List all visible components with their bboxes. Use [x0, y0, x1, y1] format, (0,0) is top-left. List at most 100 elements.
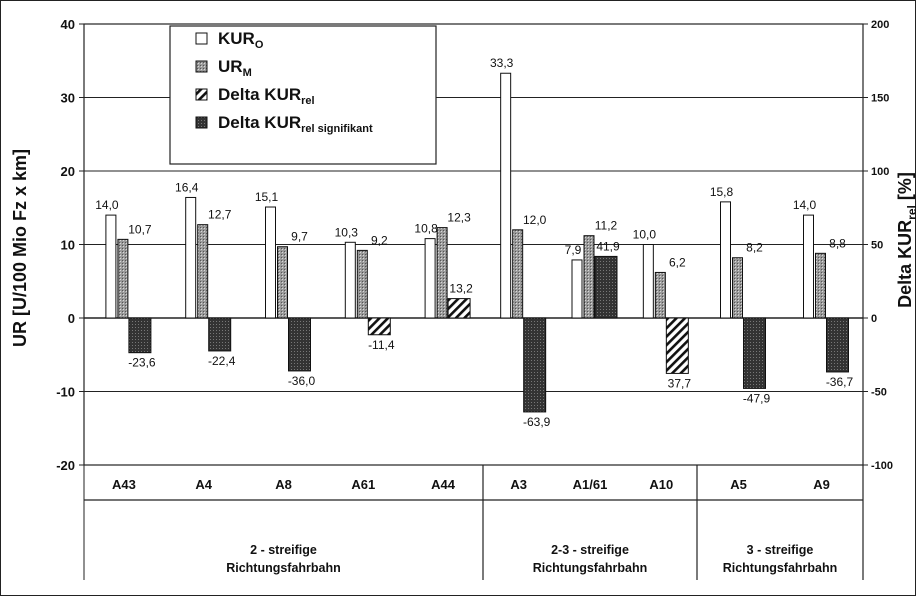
data-label: -23,6 — [128, 356, 156, 370]
data-label: 37,7 — [668, 376, 692, 390]
category-label: A10 — [649, 477, 673, 492]
bar-white — [500, 72, 512, 319]
data-label: 12,0 — [523, 213, 547, 227]
data-label: -11,4 — [368, 338, 395, 352]
legend-box — [169, 25, 437, 165]
y-right-tick-label: 150 — [871, 93, 889, 105]
data-label: 11,2 — [595, 219, 618, 233]
bar-white — [424, 238, 436, 319]
group-label-line1: 2 - streifige — [250, 543, 317, 557]
category-label: A61 — [351, 477, 375, 492]
bar-grey — [277, 246, 288, 319]
bar-grey — [117, 238, 129, 319]
data-label: 6,2 — [669, 255, 686, 269]
bar-grey — [815, 252, 826, 319]
legend-swatch-dark — [195, 116, 208, 129]
y-right-tick-label: 50 — [871, 240, 883, 252]
bar-white — [344, 241, 356, 319]
legend-swatch-hatched — [195, 88, 208, 101]
y-axis-right-title-sub: rel — [905, 205, 916, 220]
y-axis-right-title: Delta KURrel [%] — [895, 172, 916, 308]
y-tick-label: -10 — [56, 385, 75, 400]
category-label: A8 — [275, 477, 292, 492]
data-label: 9,7 — [291, 230, 308, 244]
group-label-line1: 2-3 - streifige — [551, 543, 629, 557]
data-label: 14,0 — [95, 198, 119, 212]
group-label-line2: Richtungsfahrbahn — [723, 561, 838, 575]
bar-grey — [583, 235, 595, 319]
category-label: A9 — [813, 477, 830, 492]
y-tick-label: 30 — [61, 91, 75, 106]
bar-dark — [743, 317, 766, 389]
data-label: 10,7 — [128, 222, 152, 236]
legend-label-main: KUR — [218, 29, 255, 48]
legend-label: KURO — [218, 29, 264, 51]
legend-label: Delta KURrel signifikant — [218, 113, 373, 135]
y-right-tick-label: -100 — [871, 460, 893, 472]
legend-label-sub: O — [255, 39, 264, 51]
data-label: -36,7 — [826, 375, 854, 389]
bars-layer — [105, 72, 849, 413]
y-axis-right-title-main: Delta KUR — [895, 220, 915, 308]
group-label-line1: 3 - streifige — [747, 543, 814, 557]
legend-label: URM — [218, 57, 252, 79]
bar-white — [185, 196, 197, 319]
y-axis-title: UR [U/100 Mio Fz x km] — [10, 149, 30, 347]
y-right-tick-label: 100 — [871, 166, 889, 178]
bar-dark — [523, 317, 547, 413]
axes-layer — [79, 23, 868, 580]
bar-dark — [128, 317, 152, 354]
y-axis-right-title-suffix: [%] — [895, 172, 915, 205]
bar-dark — [826, 317, 849, 373]
bar-grey — [436, 227, 448, 319]
data-label: 10,3 — [335, 225, 359, 239]
category-label: A5 — [730, 477, 747, 492]
data-label: 12,3 — [447, 211, 471, 225]
legend-label-main: UR — [218, 57, 243, 76]
bar-grey — [356, 249, 368, 319]
data-label: 16,4 — [175, 180, 199, 194]
data-label: 10,0 — [633, 228, 657, 242]
y-right-tick-label: 200 — [871, 19, 889, 31]
bar-white — [265, 206, 276, 319]
category-label: A44 — [431, 477, 456, 492]
bar-grey — [197, 224, 209, 319]
group-label-line2: Richtungsfahrbahn — [533, 561, 648, 575]
category-label: A43 — [112, 477, 136, 492]
category-label: A1/61 — [573, 477, 608, 492]
bar-dark — [208, 317, 232, 352]
y-tick-label: 0 — [68, 311, 75, 326]
legend-label-main: Delta KUR — [218, 113, 301, 132]
bar-dark — [594, 255, 618, 319]
y-tick-label: -20 — [56, 458, 75, 473]
data-label: 8,8 — [829, 236, 846, 250]
bar-grey — [654, 271, 666, 319]
bar-hatched — [367, 317, 391, 336]
y-tick-label: 40 — [61, 17, 75, 32]
bar-grey — [512, 229, 524, 319]
legend-label-sub: M — [243, 67, 252, 79]
legend-label: Delta KURrel — [218, 85, 315, 107]
bar-white — [803, 214, 814, 319]
legend-label-main: Delta KUR — [218, 85, 301, 104]
bar-white — [105, 214, 117, 319]
data-label: 13,2 — [449, 282, 473, 296]
y-tick-label: 20 — [61, 164, 75, 179]
bar-white — [571, 259, 583, 319]
data-label: -36,0 — [288, 374, 316, 388]
data-label: 41,9 — [596, 239, 620, 253]
data-label: 15,8 — [710, 185, 734, 199]
bar-white — [720, 201, 731, 319]
bar-hatched — [447, 298, 471, 319]
legend-label-sub: rel signifikant — [301, 123, 373, 135]
legend-swatch-grey — [195, 60, 208, 73]
category-label: A3 — [510, 477, 527, 492]
bar-white — [642, 244, 654, 319]
bar-hatched — [665, 317, 689, 374]
data-label: 15,1 — [255, 190, 279, 204]
